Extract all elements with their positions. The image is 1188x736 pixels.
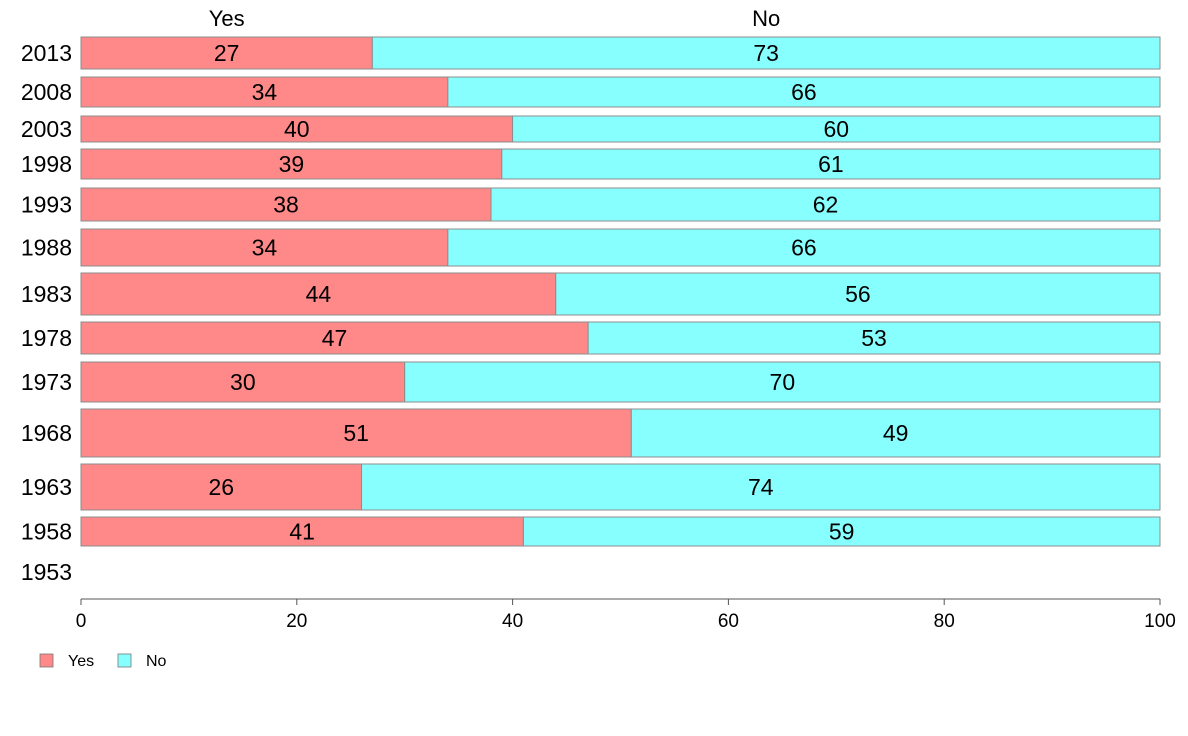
- data-label-no-1978: 53: [861, 325, 887, 351]
- bar-yes-1968: [80, 408, 632, 458]
- data-label-no-1983: 56: [845, 281, 871, 307]
- bar-no-1978: [587, 321, 1161, 355]
- legend-swatch-no: [117, 653, 132, 668]
- data-label-yes-1958: 41: [289, 519, 315, 545]
- bar-no-2013: [371, 36, 1161, 70]
- x-tick-label-40: 40: [502, 611, 523, 632]
- bar-yes-1958: [80, 516, 524, 547]
- top-labels: Yes No: [209, 6, 781, 31]
- bar-yes-1998: [80, 148, 503, 180]
- bar-no-1993: [490, 187, 1161, 222]
- legend: Yes No: [39, 653, 167, 670]
- bar-no-1988: [447, 228, 1161, 267]
- data-label-yes-1998: 39: [279, 151, 305, 177]
- bar-no-1973: [404, 361, 1161, 403]
- data-label-yes-2008: 34: [252, 79, 278, 105]
- y-tick-label-1953: 1953: [21, 559, 72, 585]
- y-tick-label-2008: 2008: [21, 79, 72, 105]
- data-label-yes-1978: 47: [322, 325, 348, 351]
- data-label-no-1993: 62: [813, 192, 839, 218]
- bar-no-1963: [361, 463, 1161, 511]
- bar-yes-1983: [80, 272, 557, 316]
- bar-no-1968: [630, 408, 1161, 458]
- data-label-yes-1988: 34: [252, 235, 278, 261]
- data-label-yes-1963: 26: [208, 474, 234, 500]
- top-label-yes: Yes: [209, 6, 245, 31]
- data-label-yes-2003: 40: [284, 116, 310, 142]
- data-label-no-1963: 74: [748, 474, 774, 500]
- x-tick-label-60: 60: [718, 611, 739, 632]
- data-label-no-1988: 66: [791, 235, 817, 261]
- y-tick-label-1998: 1998: [21, 151, 72, 177]
- bar-no-2008: [447, 76, 1161, 108]
- x-axis: 0 20 40 60 80 100: [76, 598, 1176, 632]
- y-tick-label-2003: 2003: [21, 116, 72, 142]
- data-label-yes-1993: 38: [273, 192, 299, 218]
- legend-swatch-yes: [39, 653, 54, 668]
- bar-yes-1993: [80, 187, 492, 222]
- top-label-no: No: [752, 6, 780, 31]
- y-tick-label-1968: 1968: [21, 420, 72, 446]
- y-tick-label-1993: 1993: [21, 192, 72, 218]
- y-tick-label-2013: 2013: [21, 40, 72, 66]
- legend-label-yes: Yes: [68, 653, 94, 670]
- data-label-no-1973: 70: [770, 369, 796, 395]
- y-tick-label-1988: 1988: [21, 235, 72, 261]
- bar-no-1998: [501, 148, 1161, 180]
- bar-no-1983: [555, 272, 1161, 316]
- data-label-no-2013: 73: [753, 40, 779, 66]
- x-tick-label-80: 80: [934, 611, 955, 632]
- data-label-yes-1968: 51: [343, 420, 369, 446]
- legend-label-no: No: [146, 653, 167, 670]
- x-tick-label-100: 100: [1144, 611, 1176, 632]
- y-tick-label-1958: 1958: [21, 519, 72, 545]
- data-label-yes-1983: 44: [306, 281, 332, 307]
- bar-yes-1963: [80, 463, 363, 511]
- data-label-yes-2013: 27: [214, 40, 240, 66]
- data-label-no-1968: 49: [883, 420, 909, 446]
- x-tick-label-0: 0: [76, 611, 87, 632]
- bar-yes-2013: [80, 36, 373, 70]
- data-label-no-1958: 59: [829, 519, 855, 545]
- bar-yes-1973: [80, 361, 406, 403]
- bar-yes-2003: [80, 115, 514, 143]
- data-label-no-2003: 60: [824, 116, 850, 142]
- data-label-yes-1973: 30: [230, 369, 256, 395]
- y-tick-label-1973: 1973: [21, 369, 72, 395]
- data-label-no-2008: 66: [791, 79, 817, 105]
- y-axis-labels: 2013 2008 2003 1998 1993 1988 1983 1978 1973 1968…: [21, 40, 72, 585]
- bar-yes-2008: [80, 76, 449, 108]
- y-tick-label-1983: 1983: [21, 281, 72, 307]
- y-tick-label-1978: 1978: [21, 325, 72, 351]
- x-tick-label-20: 20: [286, 611, 307, 632]
- bar-no-1958: [522, 516, 1161, 547]
- bar-no-2003: [512, 115, 1161, 143]
- bars: 27 73 34 66 40 60 39 61 38 62 34 66 44 56 47 53 30 70 51 49…: [80, 36, 1161, 547]
- data-label-no-1998: 61: [818, 151, 844, 177]
- y-tick-label-1963: 1963: [21, 474, 72, 500]
